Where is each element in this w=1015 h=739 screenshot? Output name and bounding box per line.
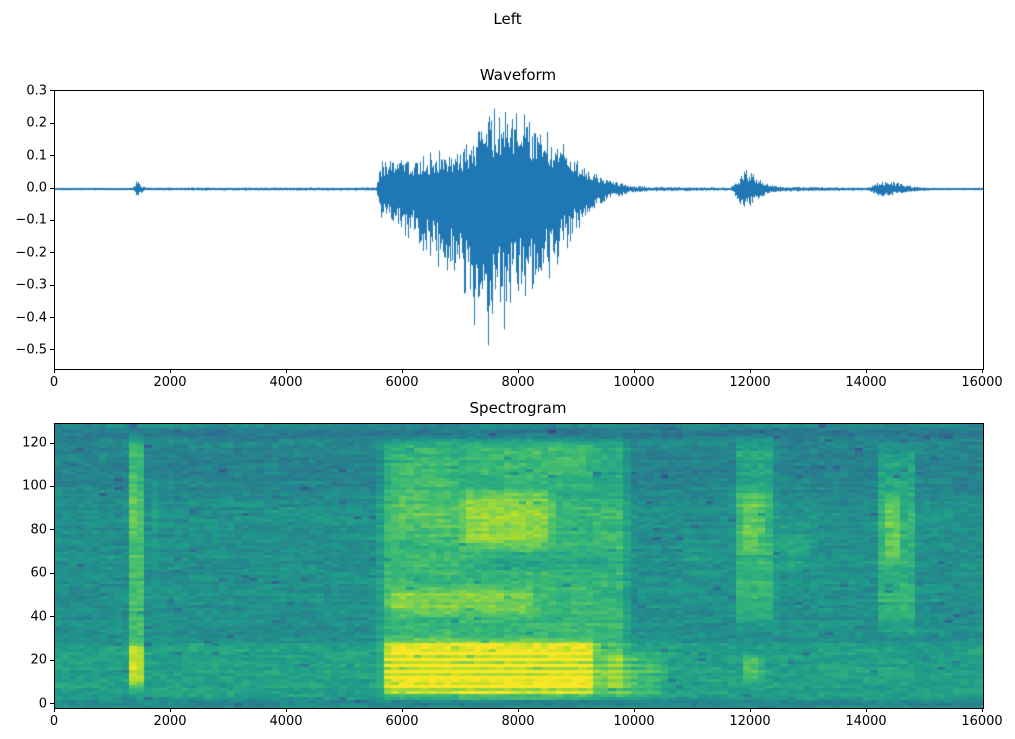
x-tick-mark [169,708,171,712]
x-tick-label: 6000 [385,375,419,390]
y-tick-mark [50,284,54,286]
x-tick-mark [865,369,867,373]
y-tick-mark [50,659,54,661]
x-tick-mark [981,369,983,373]
x-tick-label: 10000 [613,375,655,390]
waveform-title: Waveform [479,66,557,84]
waveform-plot-area [54,90,984,370]
x-tick-mark [633,369,635,373]
waveform-canvas [55,91,983,369]
x-tick-mark [401,369,403,373]
x-tick-mark [53,369,55,373]
y-tick-mark [50,616,54,618]
spectrogram-title: Spectrogram [469,399,567,417]
y-tick-label: −0.3 [15,277,47,293]
y-tick-label: 80 [30,522,47,538]
x-tick-mark [169,369,171,373]
y-tick-label: −0.5 [15,342,47,358]
y-tick-mark [50,317,54,318]
y-tick-mark [50,572,54,574]
x-tick-mark [53,708,55,712]
x-tick-mark [633,708,635,712]
y-tick-label: 100 [22,478,47,494]
y-tick-mark [50,703,54,705]
y-tick-mark [50,442,54,444]
y-tick-label: 0 [38,696,47,712]
y-tick-mark [50,187,54,189]
x-tick-label: 4000 [269,375,303,390]
y-tick-label: 0.1 [26,148,47,164]
x-tick-label: 0 [49,714,59,729]
x-tick-label: 0 [49,375,59,390]
x-tick-mark [749,708,751,712]
x-tick-label: 14000 [845,714,887,729]
x-tick-mark [285,708,287,712]
y-tick-mark [50,219,54,221]
y-tick-label: 120 [22,435,47,451]
x-tick-label: 16000 [961,714,1003,729]
y-tick-label: −0.4 [15,310,47,325]
x-tick-mark [517,708,519,712]
x-tick-mark [517,369,519,373]
x-tick-mark [401,708,403,712]
x-tick-label: 2000 [153,375,187,390]
spectrogram-plot-area [54,423,984,709]
y-tick-label: 60 [30,565,47,581]
x-tick-label: 14000 [845,375,887,390]
figure-title: Left [493,10,522,28]
y-tick-label: 40 [30,609,47,625]
y-tick-mark [50,529,54,531]
y-tick-label: −0.2 [15,245,47,261]
x-tick-mark [865,708,867,712]
x-tick-label: 2000 [153,714,187,729]
x-tick-label: 6000 [385,714,419,729]
x-tick-label: 16000 [961,375,1003,390]
y-tick-mark [50,90,54,92]
x-tick-mark [285,369,287,373]
spectrogram-canvas [55,424,983,708]
y-tick-mark [50,349,54,351]
x-tick-label: 8000 [501,375,535,390]
y-tick-label: −0.1 [15,212,47,228]
y-tick-mark [50,485,54,487]
x-tick-label: 10000 [613,714,655,729]
x-tick-label: 4000 [269,714,303,729]
x-tick-mark [981,708,983,712]
y-tick-label: 0.2 [26,115,47,131]
x-tick-mark [749,369,751,373]
y-tick-label: 20 [30,652,47,668]
x-tick-label: 8000 [501,714,535,729]
x-tick-label: 12000 [729,714,771,729]
y-tick-mark [50,155,54,157]
y-tick-mark [50,252,54,254]
x-tick-label: 12000 [729,375,771,390]
y-tick-label: 0.0 [26,180,47,196]
y-tick-mark [50,122,54,124]
y-tick-label: 0.3 [26,83,47,99]
